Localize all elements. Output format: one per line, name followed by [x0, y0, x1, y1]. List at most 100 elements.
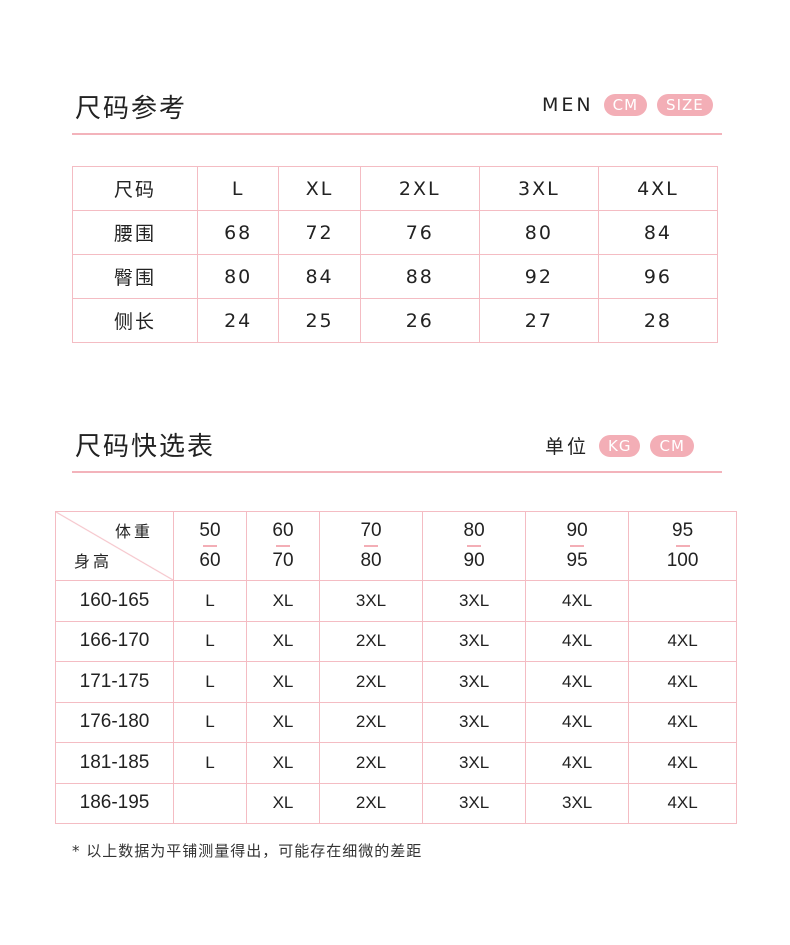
weight-range-header: 80 90 [422, 511, 527, 581]
range-divider [675, 545, 690, 547]
size-reference-table: 尺码 L XL 2XL 3XL 4XL 腰围 68 72 76 80 84 臀围 80 84 88 92 96 侧长… [72, 166, 719, 343]
header-row: 体重 身高 50 60 60 70 70 80 80 90 90 95 95 100 [55, 511, 737, 581]
size-cell: 4XL [525, 661, 630, 703]
size-reference-units: MEN CM SIZE [542, 94, 713, 116]
weight-max: 90 [463, 550, 485, 571]
range-divider [276, 545, 290, 547]
row-header: 侧长 [72, 298, 198, 343]
size-cell: XL [246, 701, 320, 743]
table-row: 侧长 24 25 26 27 28 [72, 298, 719, 343]
table-cell: L [196, 166, 280, 211]
table-cell: 68 [196, 210, 280, 255]
size-cell [628, 580, 737, 622]
cm-badge: CM [650, 434, 694, 457]
corner-cell: 体重 身高 [55, 511, 174, 581]
range-divider [467, 545, 482, 547]
weight-min: 90 [566, 520, 588, 541]
height-range-header: 171-175 [55, 661, 174, 703]
row-header: 臀围 [72, 254, 198, 299]
range-divider [364, 545, 379, 547]
table-cell: 4XL [597, 166, 719, 211]
size-cell: 4XL [525, 701, 630, 743]
size-badge: SIZE [657, 94, 713, 116]
divider [72, 471, 722, 473]
size-cell: L [173, 661, 247, 703]
table-row: 186-195 XL 2XL 3XL 3XL 4XL [55, 782, 737, 824]
size-cell [173, 782, 247, 824]
size-cell: 3XL [422, 580, 527, 622]
weight-max: 80 [360, 550, 382, 571]
weight-max: 60 [199, 550, 221, 571]
size-cell: 2XL [318, 742, 424, 784]
table-cell: 88 [359, 254, 480, 299]
row-header: 腰围 [72, 210, 198, 255]
size-cell: XL [246, 661, 320, 703]
row-header: 尺码 [72, 166, 198, 211]
divider [72, 133, 722, 135]
size-cell: 3XL [422, 661, 527, 703]
size-cell: 4XL [525, 580, 630, 622]
weight-range-header: 70 80 [318, 511, 424, 581]
size-cell: 3XL [422, 701, 527, 743]
size-cell: XL [246, 742, 320, 784]
weight-range-header: 60 70 [246, 511, 320, 581]
weight-min: 60 [272, 520, 294, 541]
weight-range-header: 90 95 [525, 511, 630, 581]
weight-label: 体重 [114, 522, 153, 541]
table-row: 166-170 L XL 2XL 3XL 4XL 4XL [55, 620, 737, 662]
measurement-note: * 以上数据为平铺测量得出，可能存在细微的差距 [72, 842, 423, 860]
table-cell: XL [278, 166, 361, 211]
table-cell: 27 [478, 298, 599, 343]
quick-size-units: 单位 KG CM [545, 432, 694, 459]
height-range-header: 176-180 [55, 701, 174, 743]
size-cell: 2XL [318, 701, 424, 743]
size-cell: 4XL [628, 620, 737, 662]
weight-min: 80 [463, 520, 485, 541]
table-cell: 80 [478, 210, 599, 255]
size-cell: 3XL [422, 620, 527, 662]
height-range-header: 186-195 [55, 782, 174, 824]
quick-size-table: 体重 身高 50 60 60 70 70 80 80 90 90 95 95 100 160-165 L XL 3… [55, 511, 737, 824]
size-cell: L [173, 580, 247, 622]
size-cell: XL [246, 620, 320, 662]
table-row: 171-175 L XL 2XL 3XL 4XL 4XL [55, 661, 737, 703]
weight-max: 70 [272, 550, 294, 571]
height-label: 身高 [74, 552, 113, 571]
height-range-header: 160-165 [55, 580, 174, 622]
size-cell: 3XL [525, 782, 630, 824]
size-reference-title: 尺码参考 [75, 94, 188, 124]
size-cell: 2XL [318, 661, 424, 703]
size-cell: 2XL [318, 620, 424, 662]
table-cell: 3XL [478, 166, 599, 211]
table-cell: 2XL [359, 166, 480, 211]
size-cell: 2XL [318, 782, 424, 824]
size-cell: 4XL [525, 620, 630, 662]
height-range-header: 166-170 [55, 620, 174, 662]
table-cell: 96 [597, 254, 719, 299]
kg-badge: KG [599, 434, 641, 457]
size-cell: 4XL [628, 782, 737, 824]
size-cell: 3XL [422, 782, 527, 824]
size-cell: 3XL [422, 742, 527, 784]
weight-min: 95 [672, 520, 694, 541]
weight-range-header: 50 60 [173, 511, 247, 581]
weight-max: 95 [566, 550, 588, 571]
table-row: 181-185 L XL 2XL 3XL 4XL 4XL [55, 742, 737, 784]
table-cell: 26 [359, 298, 480, 343]
size-cell: 4XL [628, 661, 737, 703]
size-cell: XL [246, 782, 320, 824]
quick-size-title: 尺码快选表 [75, 432, 216, 462]
table-cell: 25 [278, 298, 361, 343]
size-cell: L [173, 620, 247, 662]
weight-min: 50 [199, 520, 221, 541]
size-cell: 4XL [525, 742, 630, 784]
size-cell: L [173, 742, 247, 784]
table-cell: 28 [597, 298, 719, 343]
table-cell: 80 [196, 254, 280, 299]
size-cell: L [173, 701, 247, 743]
size-cell: 4XL [628, 701, 737, 743]
weight-min: 70 [360, 520, 382, 541]
weight-max: 100 [666, 550, 699, 571]
unit-label: 单位 [545, 436, 590, 458]
height-range-header: 181-185 [55, 742, 174, 784]
